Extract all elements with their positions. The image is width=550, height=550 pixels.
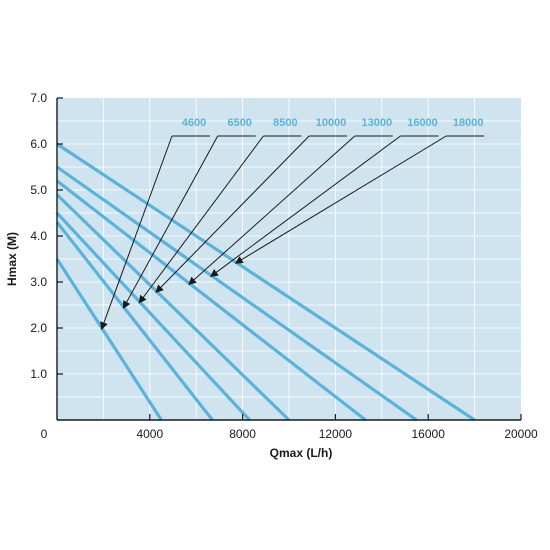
curve-13000: [56, 179, 367, 422]
pointer-arrow-6500: [122, 135, 219, 310]
pointer-arrow-10000: [155, 135, 310, 293]
pointer-arrow-18000: [234, 135, 447, 264]
curve-16000: [56, 165, 418, 422]
curve-6500: [55, 221, 214, 421]
series-label-4600: 4600: [182, 117, 206, 129]
tick-labels: 0 4000 8000 12000 16000 20000 1.0 2.0 3.0 4.0 5.0 6…: [30, 91, 538, 441]
series-label-16000: 16000: [407, 117, 438, 129]
series-label-13000: 13000: [362, 117, 393, 129]
y-tick-label: 4.0: [30, 229, 47, 243]
x-tick-label: 20000: [504, 427, 538, 441]
series-label-18000: 18000: [453, 117, 484, 129]
grid-lines: [57, 98, 521, 420]
y-axis-title: Hmax (M): [5, 232, 19, 286]
curve-18000: [56, 142, 476, 422]
y-tick-label: 3.0: [30, 275, 47, 289]
pointer-arrow-16000: [210, 135, 401, 277]
y-tick-label: 2.0: [30, 321, 47, 335]
curve-4600: [55, 258, 163, 421]
series-label-8500: 8500: [273, 117, 297, 129]
x-axis-title: Qmax (L/h): [270, 446, 333, 460]
x-tick-label: 4000: [136, 427, 163, 441]
x-tick-label: 8000: [229, 427, 256, 441]
series-labels: 4600 6500 8500 10000 13000 16000 18000: [100, 117, 485, 331]
x-tick-label: 0: [41, 427, 48, 441]
x-tick-label: 16000: [412, 427, 446, 441]
pointer-arrow-8500: [138, 135, 264, 304]
y-tick-label: 5.0: [30, 183, 47, 197]
y-tick-label: 6.0: [30, 137, 47, 151]
pointer-arrow-4600: [100, 135, 173, 331]
axes: [56, 97, 522, 421]
curve-10000: [55, 193, 291, 422]
pump-curves: [55, 142, 476, 422]
y-tick-label: 1.0: [30, 367, 47, 381]
series-label-10000: 10000: [316, 117, 347, 129]
pointer-arrow-13000: [188, 135, 356, 285]
y-tick-label: 7.0: [30, 91, 47, 105]
series-label-6500: 6500: [227, 117, 251, 129]
curve-8500: [55, 211, 251, 422]
x-tick-label: 12000: [319, 427, 353, 441]
